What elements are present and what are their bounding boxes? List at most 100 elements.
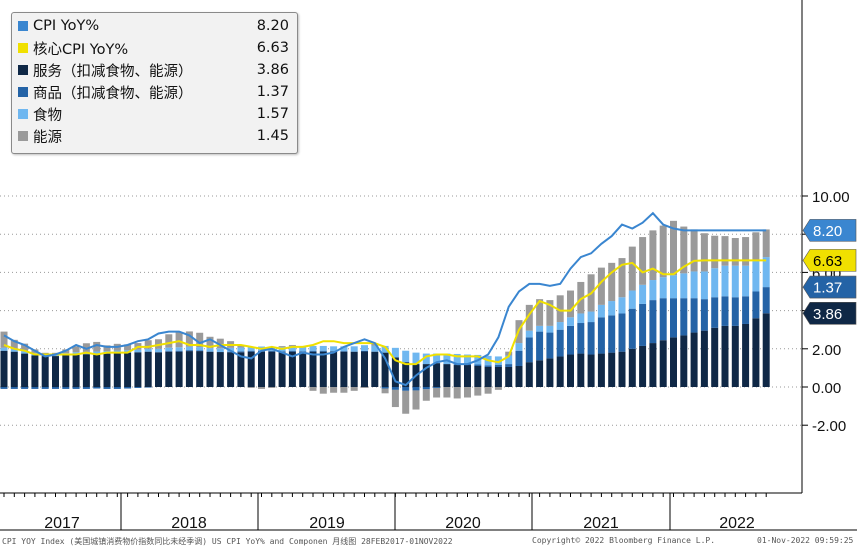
legend-label-energy: 能源 — [33, 129, 62, 146]
bar-goods — [103, 387, 111, 389]
bar-goods — [474, 364, 482, 366]
bar-food — [134, 349, 142, 353]
bar-energy — [247, 387, 255, 388]
core-cpi-line — [3, 259, 767, 366]
bar-energy — [391, 389, 399, 408]
bar-food — [577, 313, 585, 324]
bar-services — [711, 327, 719, 387]
bar-services — [597, 353, 605, 387]
bar-food — [525, 330, 533, 338]
bar-energy — [41, 352, 49, 354]
bar-food — [546, 325, 554, 333]
bar-services — [309, 351, 317, 387]
bar-energy — [433, 387, 441, 398]
bar-energy — [711, 235, 719, 269]
bar-energy — [10, 339, 18, 350]
bar-services — [21, 353, 29, 387]
bar-services — [402, 362, 410, 387]
legend-label-core: 核心CPI YoY% — [33, 41, 129, 58]
bar-goods — [31, 387, 39, 389]
legend-value-cpi: 8.20 — [256, 18, 289, 34]
bar-services — [330, 351, 338, 387]
bar-food — [597, 304, 605, 318]
bar-goods — [0, 387, 8, 389]
bar-services — [391, 357, 399, 387]
value-tag-label: 8.20 — [813, 223, 842, 240]
footer-timestamp: 01-Nov-2022 09:59:25 — [757, 536, 854, 545]
bar-food — [433, 353, 441, 364]
bar-energy — [700, 233, 708, 272]
bar-energy — [464, 387, 471, 398]
bar-food — [494, 356, 502, 366]
bar-goods — [556, 329, 564, 357]
bar-energy — [494, 387, 502, 390]
bar-services — [103, 353, 111, 387]
bar-food — [752, 260, 760, 292]
bar-food — [206, 348, 214, 352]
bar-goods — [309, 350, 317, 352]
bar-services — [155, 352, 162, 387]
bar-energy — [258, 387, 265, 389]
bar-food — [196, 347, 204, 351]
bar-energy — [185, 331, 193, 347]
bar-services — [443, 364, 451, 387]
value-tag-label: 1.37 — [813, 280, 842, 297]
bar-energy — [196, 332, 204, 348]
bar-food — [659, 277, 667, 299]
bar-services — [319, 351, 327, 387]
bar-energy — [0, 331, 8, 348]
legend-swatch-services — [18, 65, 28, 75]
legend-value-services: 3.86 — [256, 62, 289, 78]
bar-food — [93, 351, 101, 354]
bar-energy — [628, 246, 636, 291]
bar-energy — [237, 345, 245, 348]
bar-food — [649, 280, 657, 301]
bar-food — [247, 346, 255, 351]
bar-services — [350, 351, 358, 387]
bar-goods — [175, 350, 183, 352]
bar-services — [134, 352, 142, 387]
chart-legend: CPI YoY% 8.20 核心CPI YoY% 6.63 服务（扣减食物、能源… — [11, 12, 298, 154]
bar-energy — [268, 387, 276, 388]
bar-goods — [721, 296, 729, 326]
bar-goods — [587, 322, 595, 355]
bar-goods — [381, 387, 389, 389]
bar-food — [505, 355, 513, 365]
bar-energy — [680, 226, 688, 274]
bar-services — [721, 325, 729, 387]
legend-swatch-food — [18, 109, 28, 119]
bar-services — [649, 343, 657, 387]
bar-energy — [319, 387, 327, 394]
bar-goods — [494, 365, 502, 367]
legend-label-goods: 商品（扣减食物、能源） — [33, 85, 193, 102]
bar-energy — [412, 390, 420, 410]
bar-goods — [762, 287, 770, 314]
bar-energy — [556, 295, 564, 323]
bar-energy — [443, 387, 451, 398]
bar-food — [762, 257, 770, 288]
bar-energy — [82, 343, 90, 352]
bar-services — [639, 345, 647, 387]
bar-energy — [206, 336, 214, 349]
bar-energy — [742, 237, 750, 266]
bar-goods — [330, 351, 338, 352]
bar-services — [546, 358, 554, 387]
bar-food — [381, 345, 389, 353]
legend-value-core: 6.63 — [256, 40, 289, 56]
bar-services — [484, 366, 492, 387]
bar-food — [72, 352, 80, 355]
bar-services — [41, 356, 49, 387]
bar-goods — [185, 350, 193, 352]
bar-energy — [103, 345, 111, 352]
bar-food — [340, 346, 348, 352]
bar-goods — [536, 331, 544, 361]
bar-goods — [124, 387, 132, 389]
bar-energy — [288, 344, 296, 346]
bar-services — [165, 351, 173, 387]
bar-energy — [93, 341, 101, 352]
x-year-label-2017: 2017 — [44, 515, 80, 532]
bar-goods — [268, 350, 276, 352]
bar-energy — [175, 331, 183, 348]
x-year-label-2019: 2019 — [309, 515, 345, 532]
